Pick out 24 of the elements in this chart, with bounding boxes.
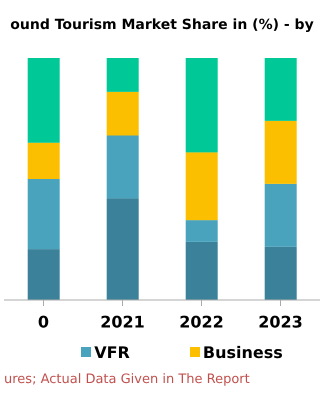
x-tick-label: 2023 [258,312,303,332]
bar [186,152,218,220]
bar [106,135,139,198]
bar [186,242,218,300]
bar [106,92,139,136]
bar [264,246,297,300]
bar [106,58,139,92]
x-tick-label: 2021 [100,312,145,332]
text: ures; Actual Data Given in The Report [3,372,251,387]
bar [28,58,60,143]
bar [186,220,218,242]
legend-label: VFR [93,342,130,362]
bar [186,58,218,152]
bar [28,142,60,179]
x-tick-label: 2022 [179,312,224,332]
bar [264,120,297,184]
bar [106,198,139,300]
bar [28,179,60,250]
chart-title: ound Tourism Market Share in (%) - by [9,16,315,35]
bar [264,58,297,121]
x-tick-label: 0 [38,312,50,332]
bar [264,184,297,247]
bar [28,249,60,300]
legend-label: Business [202,342,283,362]
